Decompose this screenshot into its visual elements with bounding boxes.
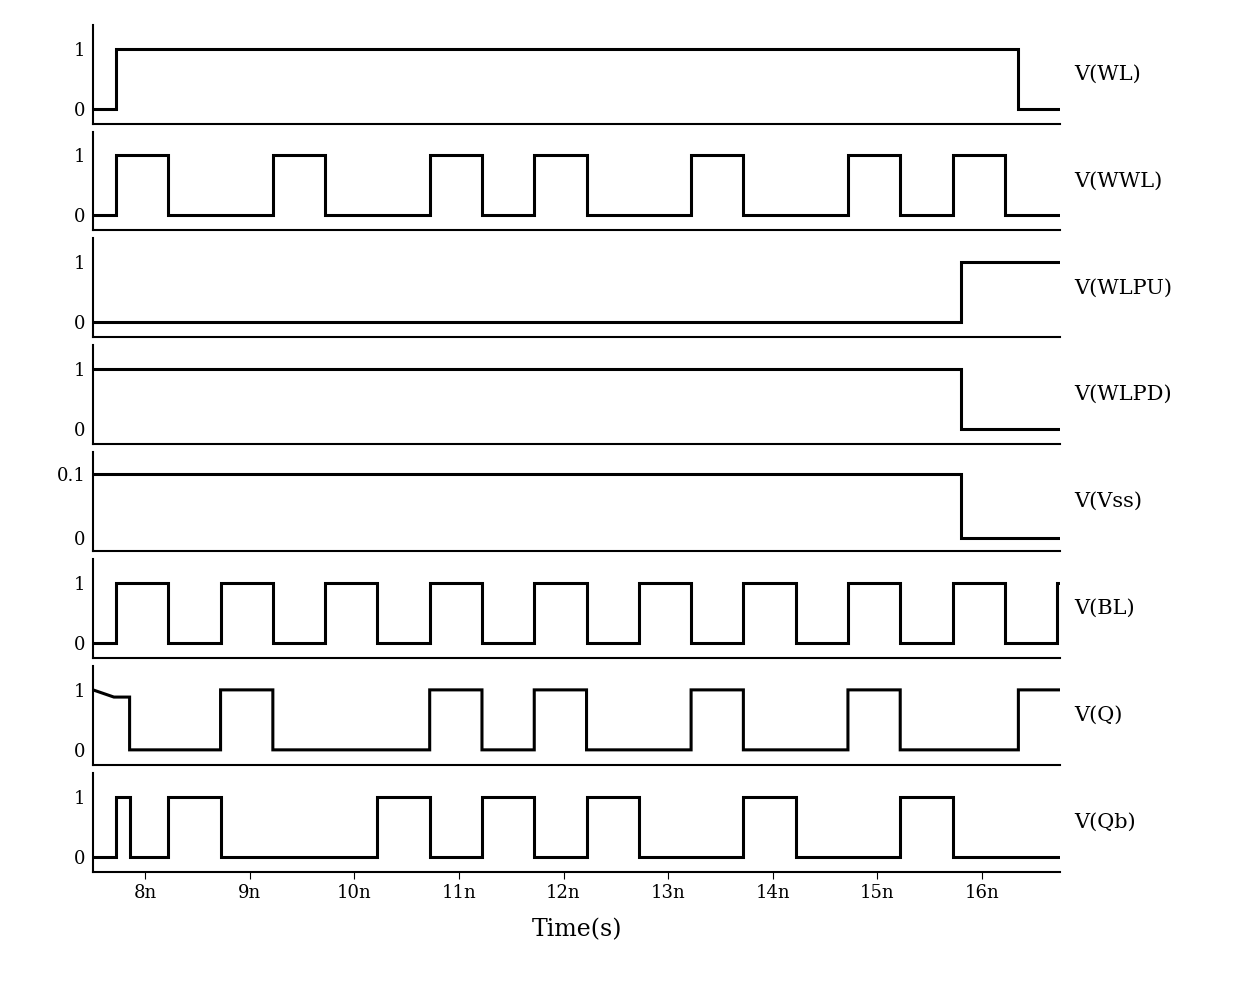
Text: V(Vss): V(Vss) bbox=[1075, 492, 1143, 511]
Text: V(WL): V(WL) bbox=[1075, 65, 1142, 84]
Text: V(BL): V(BL) bbox=[1075, 599, 1136, 618]
Text: V(WWL): V(WWL) bbox=[1075, 171, 1163, 190]
Text: V(Qb): V(Qb) bbox=[1075, 813, 1136, 831]
Text: V(WLPD): V(WLPD) bbox=[1075, 385, 1172, 404]
Text: V(Q): V(Q) bbox=[1075, 706, 1123, 725]
X-axis label: Time(s): Time(s) bbox=[532, 918, 621, 942]
Text: V(WLPU): V(WLPU) bbox=[1075, 279, 1173, 297]
